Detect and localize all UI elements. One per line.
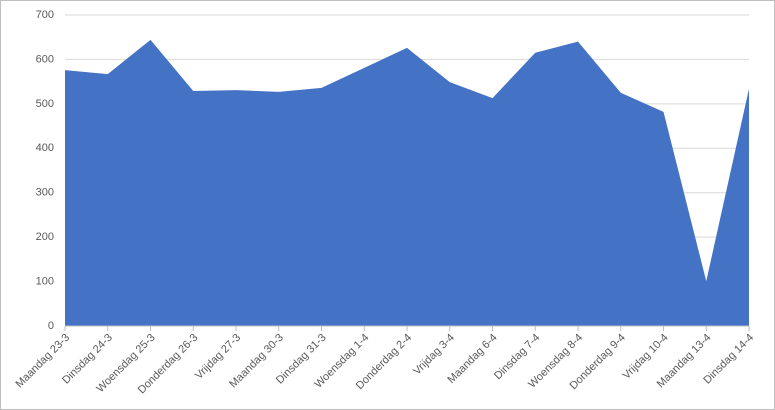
y-tick-label: 400 <box>36 142 54 154</box>
y-tick-label: 700 <box>36 9 54 21</box>
y-tick-label: 500 <box>36 98 54 110</box>
y-tick-label: 100 <box>36 275 54 287</box>
y-tick-label: 300 <box>36 187 54 199</box>
y-tick-label: 200 <box>36 231 54 243</box>
y-tick-label: 600 <box>36 53 54 65</box>
area <box>65 39 749 326</box>
y-tick-label: 0 <box>48 320 54 332</box>
